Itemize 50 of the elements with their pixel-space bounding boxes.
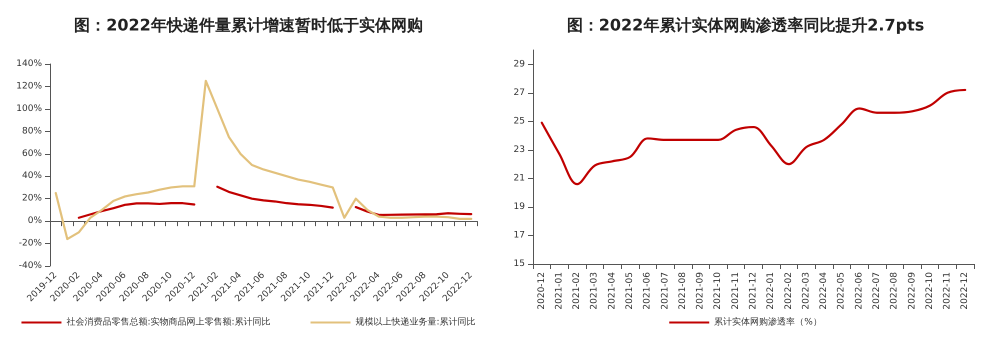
x-tick-label: 2021-05 bbox=[625, 272, 636, 310]
y-tick-label: 19 bbox=[514, 202, 526, 212]
x-tick-label: 2021-06 bbox=[642, 272, 653, 310]
x-tick-label: 2022-04 bbox=[819, 272, 830, 310]
x-tick-label: 2022-11 bbox=[942, 272, 953, 310]
legend-label: 社会消费品零售总额:实物商品网上零售额:累计同比 bbox=[66, 316, 271, 328]
x-tick-label: 2021-07 bbox=[660, 272, 670, 310]
x-tick-label: 2022-03 bbox=[801, 272, 812, 310]
x-tick-label: 2021-12 bbox=[748, 272, 758, 310]
y-tick-label: 20% bbox=[22, 194, 42, 204]
legend-label: 累计实体网购渗透率（%） bbox=[714, 316, 822, 328]
y-tick-label: 17 bbox=[514, 230, 525, 240]
y-tick-label: 15 bbox=[514, 259, 525, 269]
y-tick-label: 27 bbox=[514, 88, 525, 98]
x-tick-label: 2021-02 bbox=[572, 272, 582, 310]
chart-title: 图：2022年快递件量累计增速暂时低于实体网购 bbox=[74, 16, 423, 34]
x-tick-label: 2022-10 bbox=[924, 272, 935, 310]
x-tick-label: 2021-04 bbox=[607, 272, 618, 310]
x-tick-label: 2022-02 bbox=[784, 272, 794, 310]
y-tick-label: 60% bbox=[22, 148, 42, 159]
y-tick-label: 29 bbox=[514, 59, 526, 70]
y-tick-label: 21 bbox=[514, 173, 525, 184]
y-tick-label: -40% bbox=[18, 261, 42, 271]
x-tick-label: 2021-11 bbox=[730, 272, 741, 310]
line-series bbox=[54, 80, 472, 240]
x-tick-label: 2022-07 bbox=[872, 272, 882, 310]
y-tick-label: 120% bbox=[16, 81, 42, 92]
line-series bbox=[540, 88, 966, 186]
y-tick-label: 25 bbox=[514, 116, 525, 126]
y-tick-label: 0% bbox=[28, 216, 42, 226]
y-tick-label: 80% bbox=[22, 126, 42, 136]
x-tick-label: 2021-01 bbox=[554, 272, 564, 310]
chart-title: 图：2022年累计实体网购渗透率同比提升2.7pts bbox=[566, 16, 924, 34]
y-tick-label: 23 bbox=[514, 144, 525, 155]
x-tick-label: 2022-12 bbox=[960, 272, 970, 310]
x-tick-label: 2021-03 bbox=[590, 272, 600, 310]
x-tick-label: 2021-08 bbox=[678, 272, 688, 310]
x-tick-label: 2022-01 bbox=[766, 272, 776, 310]
x-tick-label: 2021-10 bbox=[713, 272, 724, 310]
x-tick-label: 2022-06 bbox=[854, 272, 864, 310]
x-tick-label: 2022-05 bbox=[836, 272, 847, 310]
x-tick-label: 2022-09 bbox=[907, 272, 918, 310]
y-tick-label: 40% bbox=[22, 171, 42, 182]
y-tick-label: -20% bbox=[18, 238, 42, 249]
y-tick-label: 100% bbox=[16, 104, 42, 114]
x-tick-label: 2021-09 bbox=[696, 272, 706, 310]
x-tick-label: 2020-12 bbox=[536, 272, 547, 310]
y-tick-label: 140% bbox=[16, 59, 42, 69]
x-tick-label: 2022-08 bbox=[890, 272, 900, 310]
legend-label: 规模以上快递业务量:累计同比 bbox=[356, 316, 476, 328]
